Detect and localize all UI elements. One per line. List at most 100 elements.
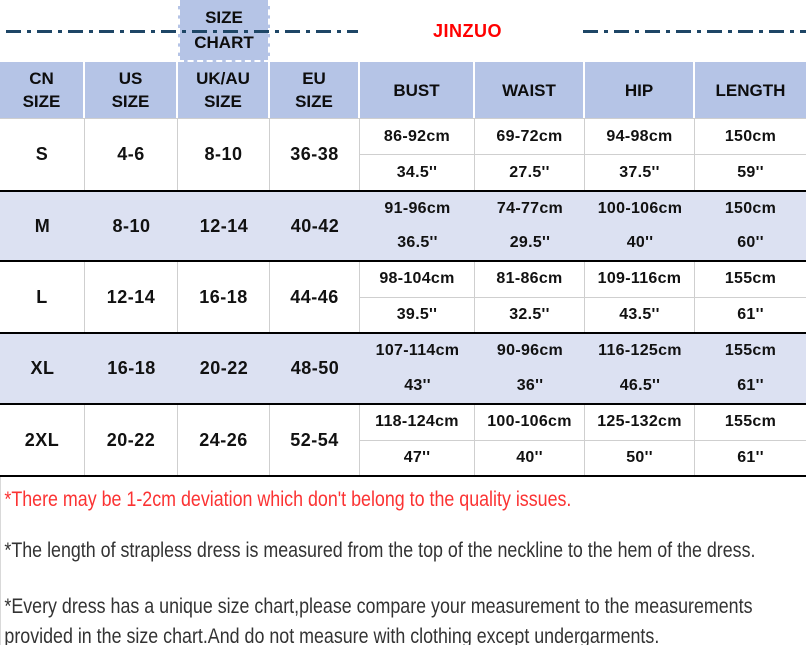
note-strapless-length: *The length of strapless dress is measur… — [4, 539, 756, 562]
cell-bust: 118-124cm 47'' — [360, 405, 475, 475]
table-header-row: CN SIZE US SIZE UK/AU SIZE EU SIZE BUST … — [0, 62, 806, 118]
cell-hip: 109-116cm 43.5'' — [585, 262, 695, 332]
cell-eu-size: 36-38 — [270, 119, 360, 190]
length-cm: 155cm — [695, 405, 806, 441]
hip-in: 46.5'' — [619, 376, 661, 394]
size-chart-title-line1: SIZE — [205, 8, 243, 27]
bust-cm: 107-114cm — [375, 342, 460, 360]
length-in: 61'' — [737, 305, 764, 323]
waist-cm: 81-86cm — [475, 262, 584, 298]
cell-length: 155cm 61'' — [695, 262, 806, 332]
waist-in: 40'' — [516, 448, 543, 466]
hip-cm: 125-132cm — [585, 405, 694, 441]
waist-cm: 90-96cm — [496, 342, 564, 360]
size-table: CN SIZE US SIZE UK/AU SIZE EU SIZE BUST … — [0, 62, 806, 477]
note-unique-size-chart: *Every dress has a unique size chart,ple… — [4, 595, 753, 645]
length-in: 61'' — [737, 376, 764, 394]
cell-us-size: 20-22 — [85, 405, 178, 475]
length-cm: 155cm — [724, 342, 777, 360]
cell-bust: 107-114cm 43'' — [360, 334, 475, 403]
note-deviation: *There may be 1-2cm deviation which don'… — [4, 488, 572, 511]
cell-hip: 94-98cm 37.5'' — [585, 119, 695, 190]
waist-in: 32.5'' — [509, 305, 550, 323]
bust-cm: 86-92cm — [360, 119, 474, 155]
brand-logo-text: JINZUO — [433, 21, 503, 41]
bust-in: 47'' — [403, 448, 431, 466]
cell-waist: 81-86cm 32.5'' — [475, 262, 585, 332]
cell-length: 155cm 61'' — [695, 405, 806, 475]
cell-length: 150cm 60'' — [695, 192, 806, 260]
length-cm: 150cm — [724, 200, 777, 217]
cell-uk-size: 12-14 — [199, 215, 249, 236]
cell-waist: 90-96cm 36'' — [475, 334, 585, 403]
header-text: SIZE — [295, 92, 333, 111]
header-text: SIZE — [22, 92, 61, 111]
cell-us-size: 8-10 — [112, 215, 151, 236]
hip-in: 50'' — [626, 448, 653, 466]
cell-waist: 69-72cm 27.5'' — [475, 119, 585, 190]
table-row-l: L 12-14 16-18 44-46 98-104cm 39.5'' 81-8… — [0, 260, 806, 332]
header-text: CN — [29, 69, 54, 88]
header-text: UK/AU — [196, 69, 250, 88]
cell-hip: 100-106cm 40'' — [585, 192, 695, 260]
waist-cm: 69-72cm — [475, 119, 584, 155]
waist-in: 36'' — [516, 376, 544, 394]
cell-waist: 74-77cm 29.5'' — [475, 192, 585, 260]
hip-in: 37.5'' — [619, 163, 660, 181]
header-length: LENGTH — [695, 62, 806, 118]
cell-us-size: 4-6 — [85, 119, 178, 190]
cell-us-size: 12-14 — [85, 262, 178, 332]
bust-cm: 91-96cm — [384, 200, 451, 217]
header-bust: BUST — [360, 62, 475, 118]
size-chart-title-line2: CHART — [194, 33, 254, 52]
length-in: 59'' — [737, 163, 764, 181]
waist-cm: 74-77cm — [496, 200, 564, 217]
cell-cn-size: M — [34, 215, 51, 236]
cell-length: 150cm 59'' — [695, 119, 806, 190]
dash-dot-rule-left — [6, 30, 358, 33]
dash-dot-rule-right — [583, 30, 806, 33]
cell-eu-size: 52-54 — [270, 405, 360, 475]
cell-bust: 86-92cm 34.5'' — [360, 119, 475, 190]
header-text: SIZE — [111, 92, 150, 111]
cell-cn-size: XL — [30, 358, 55, 378]
waist-in: 29.5'' — [509, 234, 551, 251]
cell-uk-size: 24-26 — [178, 405, 270, 475]
header-text: US — [118, 69, 143, 88]
hip-cm: 109-116cm — [585, 262, 694, 298]
table-row-2xl: 2XL 20-22 24-26 52-54 118-124cm 47'' 100… — [0, 403, 806, 475]
bust-in: 36.5'' — [397, 234, 438, 251]
cell-eu-size: 48-50 — [290, 358, 340, 378]
cell-length: 155cm 61'' — [695, 334, 806, 403]
hip-in: 43.5'' — [619, 305, 660, 323]
cell-uk-size: 16-18 — [178, 262, 270, 332]
hip-cm: 94-98cm — [585, 119, 694, 155]
table-row-xl: XL 16-18 20-22 48-50 107-114cm 43'' 90-9… — [0, 332, 806, 403]
length-cm: 155cm — [695, 262, 806, 298]
header-text: BUST — [393, 80, 440, 100]
cell-uk-size: 8-10 — [178, 119, 270, 190]
cell-us-size: 16-18 — [107, 358, 156, 378]
cell-eu-size: 44-46 — [270, 262, 360, 332]
header-eu-size: EU SIZE — [270, 62, 360, 118]
length-in: 60'' — [737, 234, 764, 251]
header-cn-size: CN SIZE — [0, 62, 85, 118]
header-ukau-size: UK/AU SIZE — [178, 62, 270, 118]
header-hip: HIP — [585, 62, 695, 118]
header-text: SIZE — [204, 92, 242, 111]
cell-waist: 100-106cm 40'' — [475, 405, 585, 475]
cell-cn-size: S — [0, 119, 85, 190]
hip-in: 40'' — [626, 234, 654, 251]
waist-cm: 100-106cm — [475, 405, 584, 441]
hip-cm: 116-125cm — [598, 342, 682, 360]
cell-hip: 116-125cm 46.5'' — [585, 334, 695, 403]
table-row-s: S 4-6 8-10 36-38 86-92cm 34.5'' 69-72cm … — [0, 118, 806, 190]
cell-hip: 125-132cm 50'' — [585, 405, 695, 475]
header-us-size: US SIZE — [85, 62, 178, 118]
cell-cn-size: 2XL — [0, 405, 85, 475]
bust-in: 39.5'' — [396, 305, 438, 323]
cell-eu-size: 40-42 — [290, 215, 340, 236]
hip-cm: 100-106cm — [597, 200, 683, 217]
waist-in: 27.5'' — [509, 163, 550, 181]
